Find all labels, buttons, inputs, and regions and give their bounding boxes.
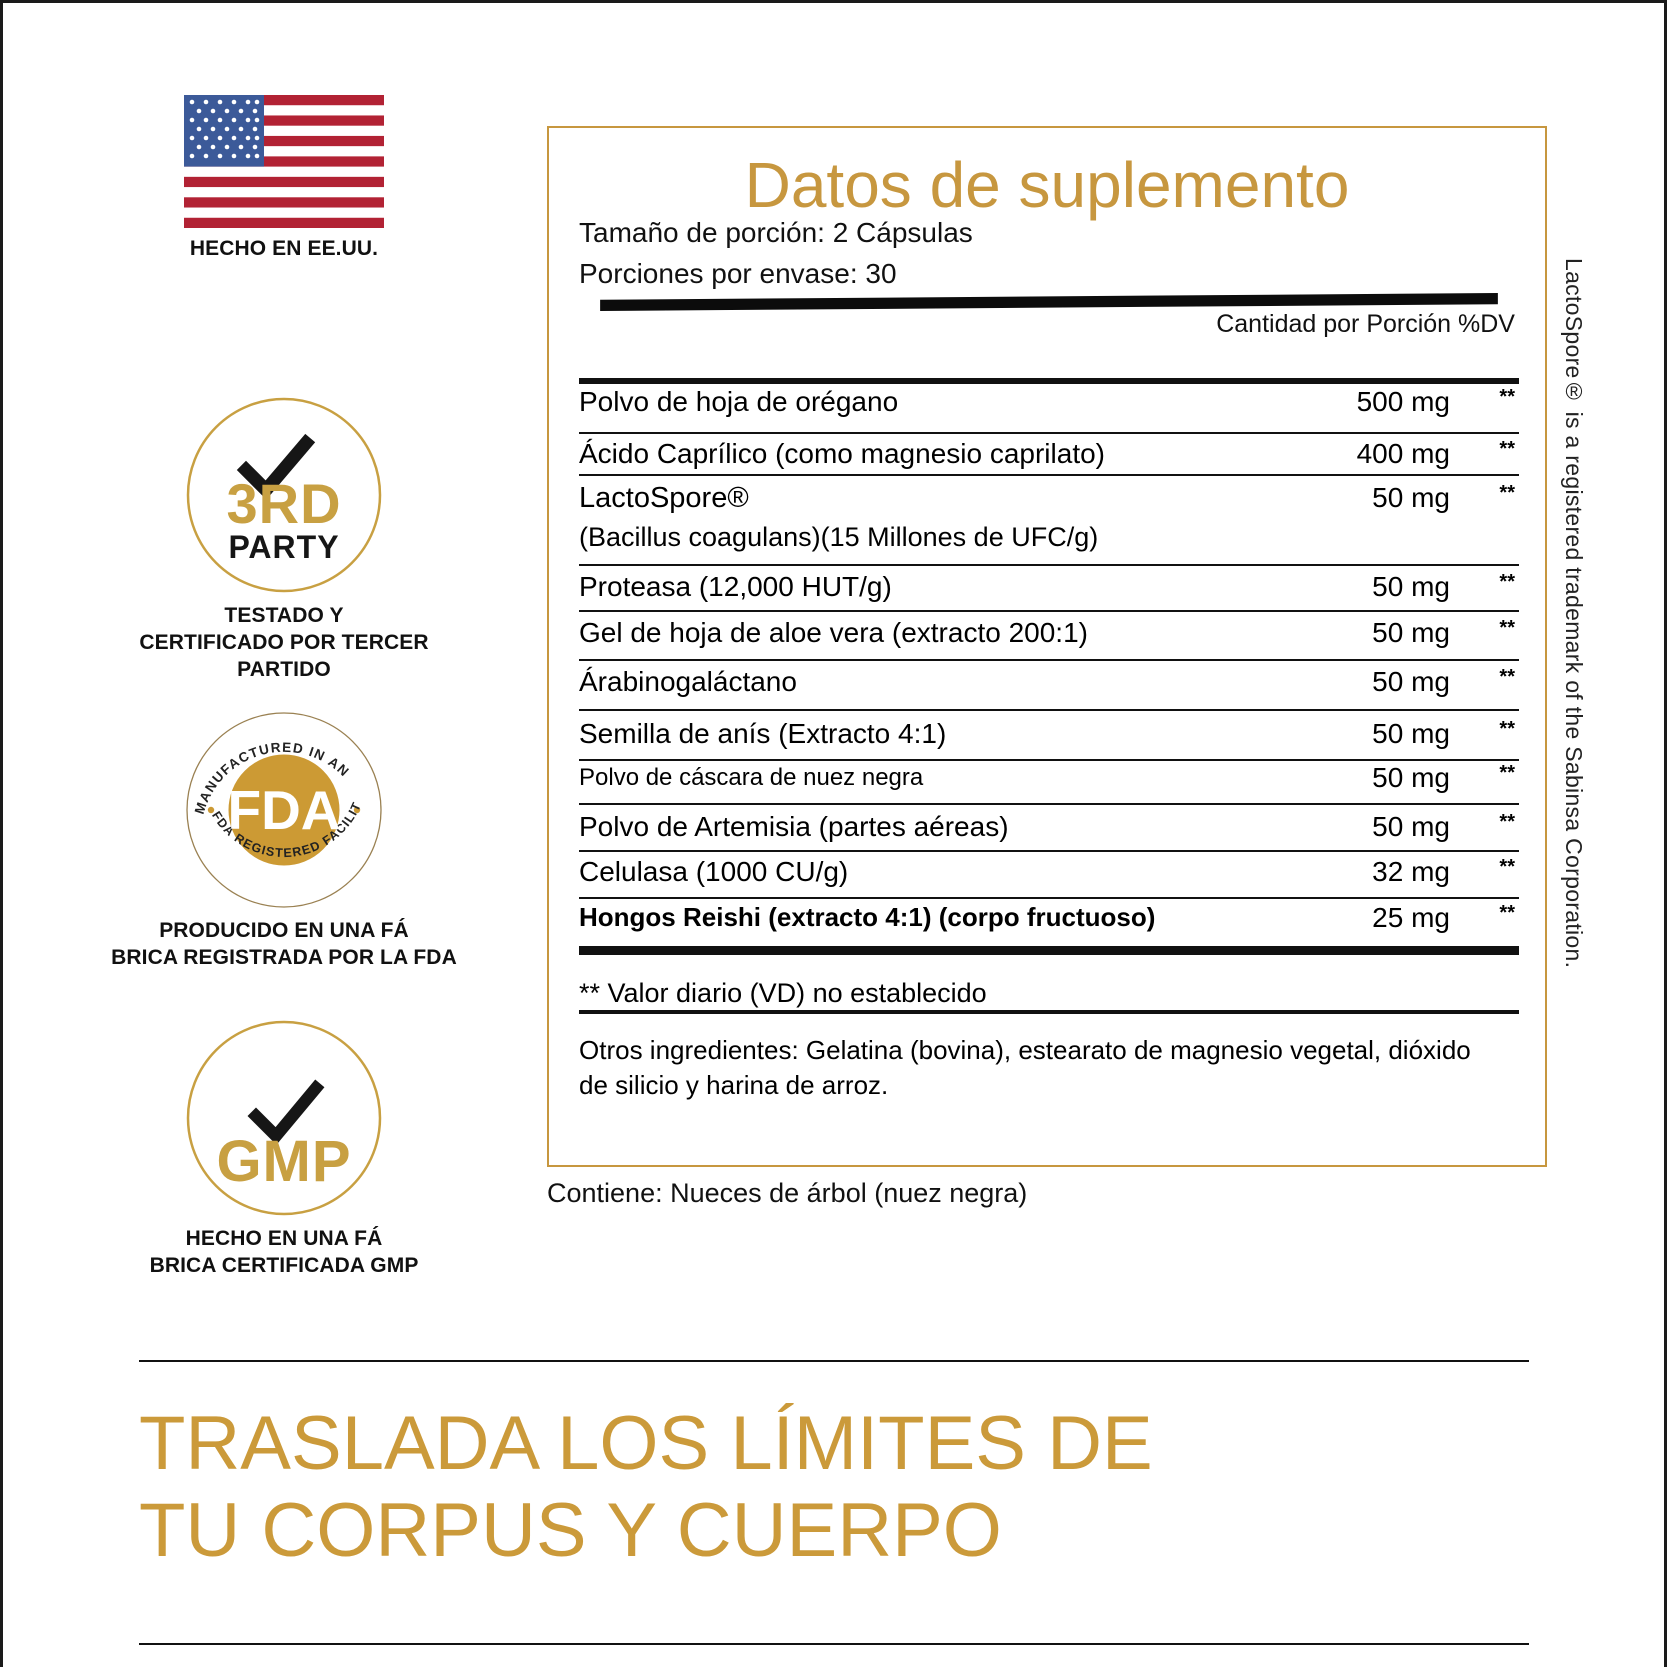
svg-text:FDA: FDA [227, 779, 340, 841]
svg-text:GMP: GMP [216, 1129, 351, 1194]
svg-text:3RD: 3RD [226, 472, 341, 535]
svg-text:PARTY: PARTY [228, 529, 339, 565]
